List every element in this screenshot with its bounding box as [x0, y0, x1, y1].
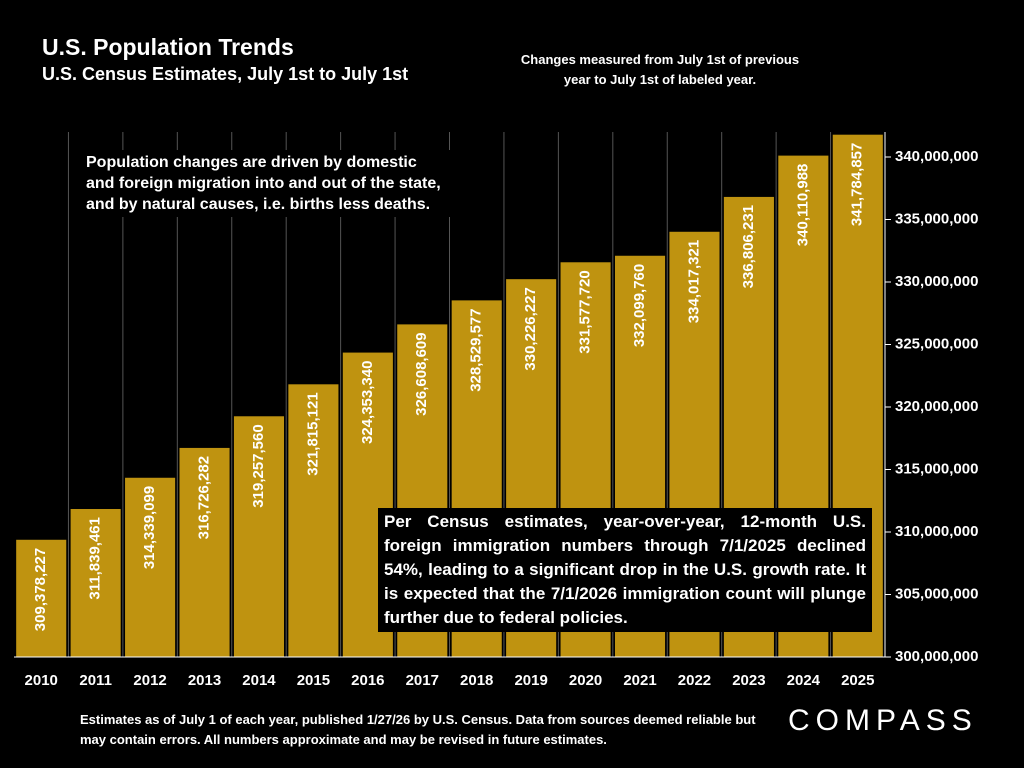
- value-label: 336,806,231: [740, 205, 757, 288]
- x-tick-label: 2023: [732, 672, 765, 689]
- value-label: 316,726,282: [196, 456, 213, 539]
- x-tick-label: 2015: [297, 672, 330, 689]
- x-tick-label: 2016: [351, 672, 384, 689]
- bar: [125, 477, 176, 657]
- y-tick-label: 340,000,000: [895, 148, 978, 165]
- y-tick-label: 320,000,000: [895, 398, 978, 415]
- value-label: 314,339,099: [141, 486, 158, 569]
- value-label: 331,577,720: [577, 270, 594, 353]
- x-tick-label: 2011: [79, 672, 112, 689]
- value-label: 328,529,577: [468, 308, 485, 391]
- x-tick-label: 2020: [569, 672, 602, 689]
- value-label: 326,608,609: [413, 332, 430, 415]
- chart-subtitle: U.S. Census Estimates, July 1st to July …: [42, 64, 409, 85]
- x-tick-label: 2014: [242, 672, 276, 689]
- value-label: 319,257,560: [250, 424, 267, 507]
- value-label: 311,839,461: [87, 517, 104, 600]
- y-tick-label: 305,000,000: [895, 585, 978, 602]
- annotation: Per Census estimates, year-over-year, 12…: [378, 508, 872, 632]
- x-tick-label: 2018: [460, 672, 493, 689]
- value-label: 334,017,321: [685, 240, 702, 323]
- value-label: 330,226,227: [522, 287, 539, 370]
- x-tick-label: 2022: [678, 672, 711, 689]
- value-label: 332,099,760: [631, 264, 648, 347]
- bar: [233, 416, 285, 657]
- y-tick-label: 335,000,000: [895, 210, 978, 227]
- y-tick-label: 330,000,000: [895, 273, 978, 290]
- value-label: 340,110,988: [794, 164, 811, 247]
- logo: COMPASS: [788, 704, 978, 738]
- bar: [16, 539, 67, 657]
- x-tick-label: 2012: [133, 672, 166, 689]
- value-label: 341,784,857: [849, 143, 866, 226]
- y-tick-label: 315,000,000: [895, 460, 978, 477]
- note: Changes measured from July 1st of previo…: [510, 50, 810, 90]
- y-tick-label: 325,000,000: [895, 335, 978, 352]
- y-tick-label: 310,000,000: [895, 523, 978, 540]
- x-tick-label: 2019: [514, 672, 547, 689]
- x-tick-label: 2017: [406, 672, 439, 689]
- x-tick-label: 2021: [623, 672, 656, 689]
- value-label: 324,353,340: [359, 361, 376, 444]
- bar: [288, 384, 339, 657]
- chart-title: U.S. Population Trends: [42, 34, 294, 61]
- bar: [70, 509, 121, 657]
- x-tick-label: 2013: [188, 672, 221, 689]
- annotation: Population changes are driven by domesti…: [82, 150, 450, 217]
- y-tick-label: 300,000,000: [895, 648, 978, 665]
- x-tick-label: 2025: [841, 672, 874, 689]
- value-label: 309,378,227: [32, 548, 49, 631]
- footer: Estimates as of July 1 of each year, pub…: [80, 710, 770, 750]
- value-label: 321,815,121: [304, 392, 321, 475]
- x-tick-label: 2010: [25, 672, 58, 689]
- x-tick-label: 2024: [787, 672, 821, 689]
- bar: [179, 447, 230, 657]
